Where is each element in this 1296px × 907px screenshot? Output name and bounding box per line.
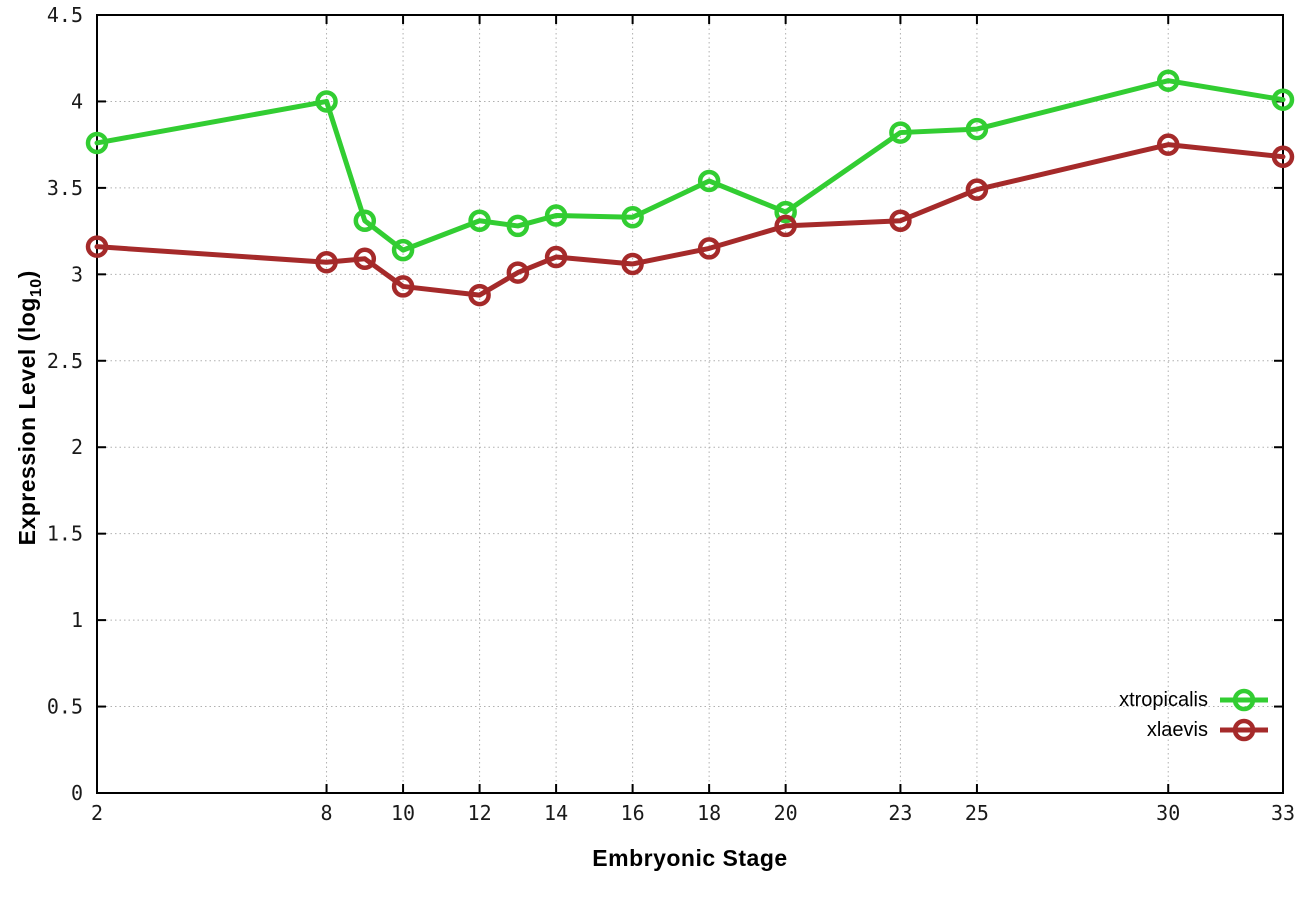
x-tick-label: 8	[321, 801, 333, 825]
y-axis-title-subscript: 10	[27, 278, 45, 298]
data-point-xlaevis-stage-18	[697, 237, 721, 260]
data-point-xlaevis-stage-23	[889, 209, 912, 232]
data-point-xlaevis-stage-9	[353, 247, 377, 271]
y-axis-title-close: )	[14, 270, 41, 279]
legend-item-xtropicalis: xtropicalis	[1119, 685, 1270, 715]
y-axis-title-text: Expression Level (log	[14, 297, 41, 546]
data-point-xtropicalis-stage-13	[506, 214, 530, 238]
legend-label-xlaevis: xlaevis	[1146, 718, 1208, 741]
x-tick-label: 10	[391, 801, 415, 825]
data-point-xtropicalis-stage-2	[85, 131, 109, 155]
data-point-xtropicalis-stage-23	[889, 121, 912, 144]
x-tick-label: 18	[697, 801, 721, 825]
data-point-xlaevis-stage-8	[315, 250, 338, 274]
data-point-xlaevis-stage-16	[621, 252, 644, 276]
data-point-xtropicalis-stage-20	[774, 200, 797, 224]
data-point-xtropicalis-stage-18	[697, 169, 721, 193]
x-tick-label: 16	[621, 801, 645, 825]
data-point-xlaevis-stage-14	[544, 245, 568, 269]
x-tick-label: 33	[1271, 801, 1295, 825]
data-point-xlaevis-stage-25	[965, 178, 989, 201]
y-tick-label: 3.5	[47, 176, 83, 200]
y-axis-title: Expression Level (log10)	[14, 8, 46, 808]
series-line-xtropicalis	[94, 78, 1286, 253]
legend: xtropicalis xlaevis	[1119, 685, 1270, 745]
data-point-xtropicalis-stage-25	[965, 117, 989, 141]
data-point-xtropicalis-stage-12	[468, 209, 491, 232]
data-point-xlaevis-stage-30	[1156, 133, 1180, 156]
plot-border	[96, 14, 1284, 794]
series-line-xlaevis	[94, 142, 1286, 298]
y-tick-label: 1.5	[47, 522, 83, 546]
data-point-xlaevis-stage-12	[468, 283, 491, 307]
legend-label-xtropicalis: xtropicalis	[1119, 688, 1208, 711]
x-tick-label: 30	[1156, 801, 1180, 825]
y-tick-label: 1	[71, 608, 83, 632]
x-tick-label: 23	[888, 801, 912, 825]
data-point-xlaevis-stage-33	[1271, 145, 1295, 169]
x-tick-label: 20	[774, 801, 798, 825]
data-point-xtropicalis-stage-9	[353, 209, 377, 232]
data-point-xlaevis-stage-2	[85, 235, 109, 258]
data-point-xtropicalis-stage-16	[621, 206, 644, 229]
x-axis-title: Embryonic Stage	[592, 845, 788, 871]
data-point-xtropicalis-stage-33	[1271, 88, 1295, 111]
data-point-xlaevis-stage-20	[774, 214, 797, 238]
data-point-xlaevis-stage-13	[506, 261, 530, 284]
y-tick-label: 0.5	[47, 695, 83, 719]
legend-sample-icon-xtropicalis	[1220, 688, 1268, 712]
data-point-xlaevis-stage-10	[391, 275, 415, 298]
data-point-xtropicalis-stage-10	[391, 238, 415, 262]
y-tick-label: 2.5	[47, 349, 83, 373]
y-tick-label: 3	[71, 262, 83, 286]
legend-sample-icon-xlaevis	[1220, 718, 1268, 742]
legend-sample-marker	[1232, 718, 1256, 742]
x-tick-label: 25	[965, 801, 989, 825]
data-point-xtropicalis-stage-14	[544, 204, 568, 227]
legend-sample-marker	[1232, 688, 1256, 712]
y-tick-label: 4.5	[47, 3, 83, 27]
x-tick-label: 2	[91, 801, 103, 825]
x-tick-label: 14	[544, 801, 568, 825]
data-point-xtropicalis-stage-8	[315, 90, 338, 113]
legend-item-xlaevis: xlaevis	[1147, 715, 1270, 745]
x-tick-label: 12	[468, 801, 492, 825]
y-tick-label: 2	[71, 435, 83, 459]
data-point-xtropicalis-stage-30	[1156, 69, 1180, 92]
y-tick-label: 0	[71, 781, 83, 805]
y-tick-label: 4	[71, 89, 83, 113]
